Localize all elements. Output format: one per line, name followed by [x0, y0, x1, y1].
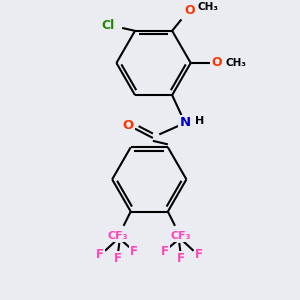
Text: F: F — [114, 252, 122, 265]
Text: O: O — [185, 4, 195, 17]
Text: H: H — [195, 116, 204, 126]
Text: O: O — [122, 118, 134, 132]
Text: CF₃: CF₃ — [170, 231, 191, 241]
Text: N: N — [179, 116, 191, 129]
Text: F: F — [195, 248, 203, 261]
Text: CH₃: CH₃ — [197, 2, 218, 11]
Text: Cl: Cl — [101, 19, 115, 32]
Text: CH₃: CH₃ — [226, 58, 247, 68]
Text: CF₃: CF₃ — [108, 231, 128, 241]
Text: O: O — [212, 56, 222, 70]
Text: F: F — [130, 245, 138, 258]
Text: F: F — [177, 252, 185, 265]
Text: F: F — [161, 245, 169, 258]
Text: F: F — [96, 248, 104, 261]
